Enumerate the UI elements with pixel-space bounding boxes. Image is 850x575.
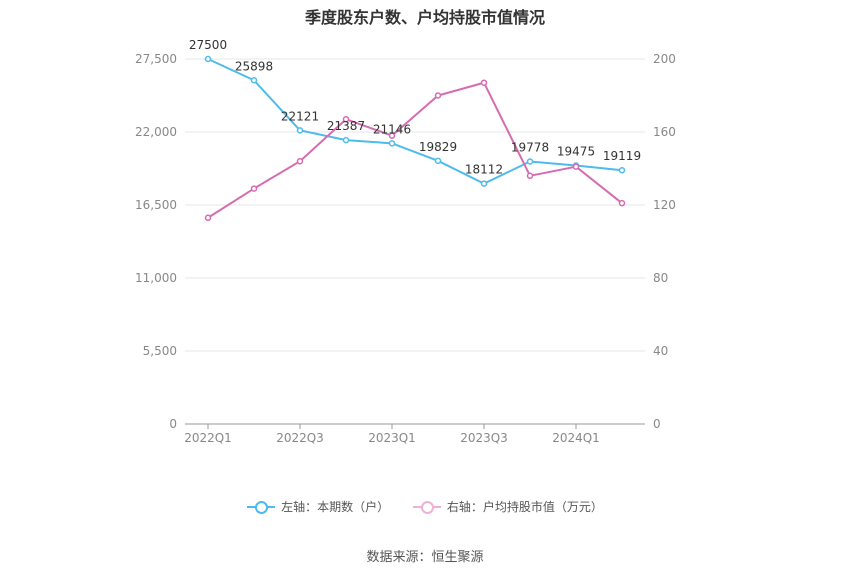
chart-title: 季度股东户数、户均持股市值情况: [304, 8, 545, 27]
right-axis-tick-label: 40: [653, 344, 668, 358]
x-axis-tick-label: 2023Q3: [460, 431, 508, 445]
data-point-avg-value: [204, 214, 212, 222]
data-point-avg-value: [388, 132, 396, 139]
data-point-households: [480, 180, 488, 187]
data-label-households: 25898: [235, 59, 273, 73]
data-label-households: 21387: [327, 119, 365, 133]
data-point-households: [618, 166, 626, 174]
right-axis-tick-label: 160: [653, 125, 676, 139]
data-point-households: [434, 157, 442, 165]
right-axis-tick-label: 200: [653, 52, 676, 66]
data-point-avg-value: [434, 92, 442, 99]
data-point-households: [296, 127, 304, 134]
right-axis-tick-label: 80: [653, 271, 668, 285]
x-axis-tick-label: 2022Q1: [184, 431, 232, 445]
data-label-households: 19778: [511, 140, 549, 154]
data-point-avg-value: [480, 79, 488, 86]
right-axis-tick-label: 120: [653, 198, 676, 212]
data-point-avg-value: [250, 185, 258, 192]
data-point-avg-value: [296, 157, 304, 165]
legend-label-households: 左轴：本期数（户）: [281, 500, 390, 514]
left-axis-tick-label: 27,500: [135, 52, 177, 66]
data-point-avg-value: [572, 163, 580, 170]
legend-swatch-households: [247, 500, 276, 514]
legend-item-avg-value[interactable]: 右轴：户均持股市值（万元）: [412, 498, 603, 515]
data-label-households: 27500: [189, 38, 227, 52]
legend-label-avg-value: 右轴：户均持股市值（万元）: [446, 500, 603, 514]
data-point-households: [526, 158, 534, 165]
data-point-avg-value: [342, 115, 350, 123]
data-label-households: 19475: [557, 145, 595, 159]
data-point-avg-value: [618, 199, 626, 207]
series-line-households: [207, 58, 623, 185]
left-axis-tick-label: 22,000: [135, 125, 177, 139]
legend-swatch-avg-value: [412, 500, 441, 514]
data-label-households: 18112: [465, 163, 503, 177]
x-axis-tick-label: 2022Q3: [276, 431, 324, 445]
right-axis-tick-label: 0: [653, 417, 661, 431]
data-source: 数据来源：恒生聚源: [366, 550, 484, 565]
data-label-households: 19119: [603, 149, 641, 163]
left-axis-tick-label: 16,500: [135, 198, 177, 212]
data-point-households: [388, 140, 396, 147]
legend: 左轴：本期数（户） 右轴：户均持股市值（万元）: [0, 498, 850, 517]
x-axis-tick-label: 2024Q1: [552, 431, 600, 445]
data-label-households: 22121: [281, 109, 319, 123]
data-point-avg-value: [526, 172, 534, 180]
series-line-avg-value: [207, 81, 623, 219]
data-point-households: [342, 136, 350, 144]
left-axis-tick-label: 0: [169, 417, 177, 431]
x-axis-tick-label: 2023Q1: [368, 431, 416, 445]
data-point-households: [250, 77, 258, 84]
left-axis-tick-label: 5,500: [143, 344, 177, 358]
data-label-households: 19829: [419, 140, 457, 154]
legend-item-households[interactable]: 左轴：本期数（户）: [247, 498, 389, 515]
data-point-households: [204, 55, 212, 63]
left-axis-tick-label: 11,000: [135, 271, 177, 285]
data-label-households: 21146: [373, 122, 411, 136]
